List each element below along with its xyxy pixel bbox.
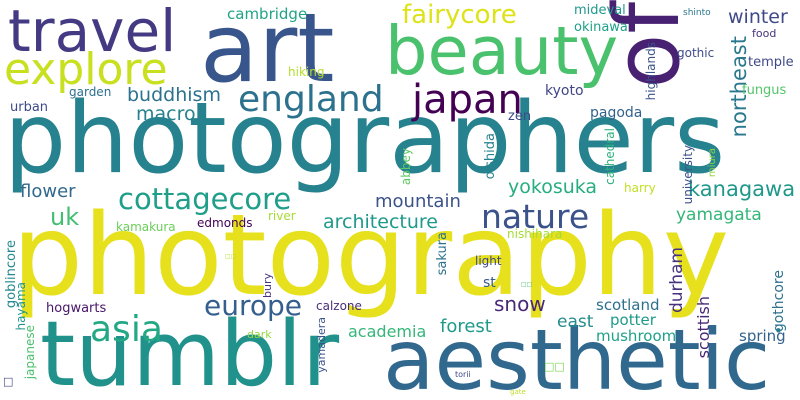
word-photographers: photographers xyxy=(4,82,726,196)
word-dot: • xyxy=(774,322,783,340)
word-gothic: gothic xyxy=(677,46,715,60)
word-glyph1: □□ xyxy=(225,253,237,260)
word-forest: forest xyxy=(440,316,492,337)
word-calzone: calzone xyxy=(316,299,362,313)
word-harry: harry xyxy=(624,181,656,195)
word-edmonds: edmonds xyxy=(197,216,253,230)
word-glyph4: □ xyxy=(3,375,14,388)
word-light: light xyxy=(475,254,502,268)
word-scotland: scotland xyxy=(596,296,660,314)
word-buddhism: buddhism xyxy=(127,84,221,106)
word-okinawa: okinawa xyxy=(574,20,628,35)
word-beauty: beauty xyxy=(385,12,619,90)
word-potter: potter xyxy=(610,311,656,329)
word-mideval: mideval xyxy=(574,3,626,18)
word-oishida: oishida xyxy=(483,133,498,180)
word-glyph3: □□ xyxy=(521,281,533,288)
word-yamadera: yamadera xyxy=(315,317,328,373)
word-yamagata: yamagata xyxy=(676,205,762,225)
word-urban: urban xyxy=(10,100,49,115)
word-cottagecore: cottagecore xyxy=(118,182,292,216)
word-travel: travel xyxy=(8,0,177,65)
word-hayama: hayama xyxy=(14,282,28,331)
word-kanagawa: kanagawa xyxy=(688,177,796,201)
word-durham: durham xyxy=(667,247,687,314)
word-east: east xyxy=(557,312,594,332)
word-shinto: shinto xyxy=(683,8,711,18)
word-cambridge: cambridge xyxy=(227,5,308,23)
word-nature: nature xyxy=(481,197,590,236)
word-mushroom: mushroom xyxy=(596,327,677,345)
word-aesthetic: aesthetic xyxy=(383,311,771,400)
word-asia: asia xyxy=(90,309,163,350)
word-fairycore: fairycore xyxy=(402,0,517,30)
word-torii: torii xyxy=(455,370,471,379)
word-hiking: hiking xyxy=(288,65,325,79)
word-highlands: highlands xyxy=(644,42,658,101)
word-kamakura: kamakura xyxy=(116,220,176,234)
word-japanese: japanese xyxy=(23,325,37,380)
word-scottish: scottish xyxy=(694,296,713,359)
word-pagoda: pagoda xyxy=(590,105,643,121)
word-cathedral: cathedral xyxy=(603,128,617,185)
word-river: river xyxy=(268,209,296,223)
word-zen: zen xyxy=(508,109,532,124)
word-flower: flower xyxy=(20,181,76,202)
word-hogwarts: hogwarts xyxy=(46,301,107,316)
word-japan: japan xyxy=(412,77,523,123)
word-photography: photography xyxy=(12,191,730,321)
word-snow: snow xyxy=(494,292,546,316)
word-dark: dark xyxy=(247,328,272,341)
word-bury: bury xyxy=(261,273,274,298)
word-fungus: fungus xyxy=(742,83,787,98)
word-miura: miura xyxy=(707,148,718,178)
word-sakura: sakura xyxy=(435,232,450,276)
word-st: st xyxy=(483,275,496,291)
word-mountain: mountain xyxy=(375,191,461,212)
word-architecture: architecture xyxy=(323,211,438,233)
word-glyph2: □□ xyxy=(544,360,565,373)
word-university: university xyxy=(681,145,695,205)
word-explore: explore xyxy=(4,44,168,95)
word-yokosuka: yokosuka xyxy=(508,176,598,198)
word-food: food xyxy=(752,27,777,40)
word-abbey: abbey xyxy=(399,148,413,186)
word-temple: temple xyxy=(748,55,794,70)
word-tumblr: tumblr xyxy=(40,302,340,400)
word-nishihara: nishihara xyxy=(507,227,563,241)
word-academia: academia xyxy=(348,322,427,341)
word-art: art xyxy=(200,0,335,104)
word-garden: garden xyxy=(69,85,112,99)
word-england: england xyxy=(238,79,384,120)
word-gate: gate xyxy=(510,388,526,396)
word-spring: spring xyxy=(739,327,786,345)
word-winter: winter xyxy=(728,6,788,28)
word-uk: uk xyxy=(50,203,80,231)
word-europe: europe xyxy=(204,289,302,322)
word-macro: macro xyxy=(136,103,196,125)
word-kyoto: kyoto xyxy=(545,83,584,99)
